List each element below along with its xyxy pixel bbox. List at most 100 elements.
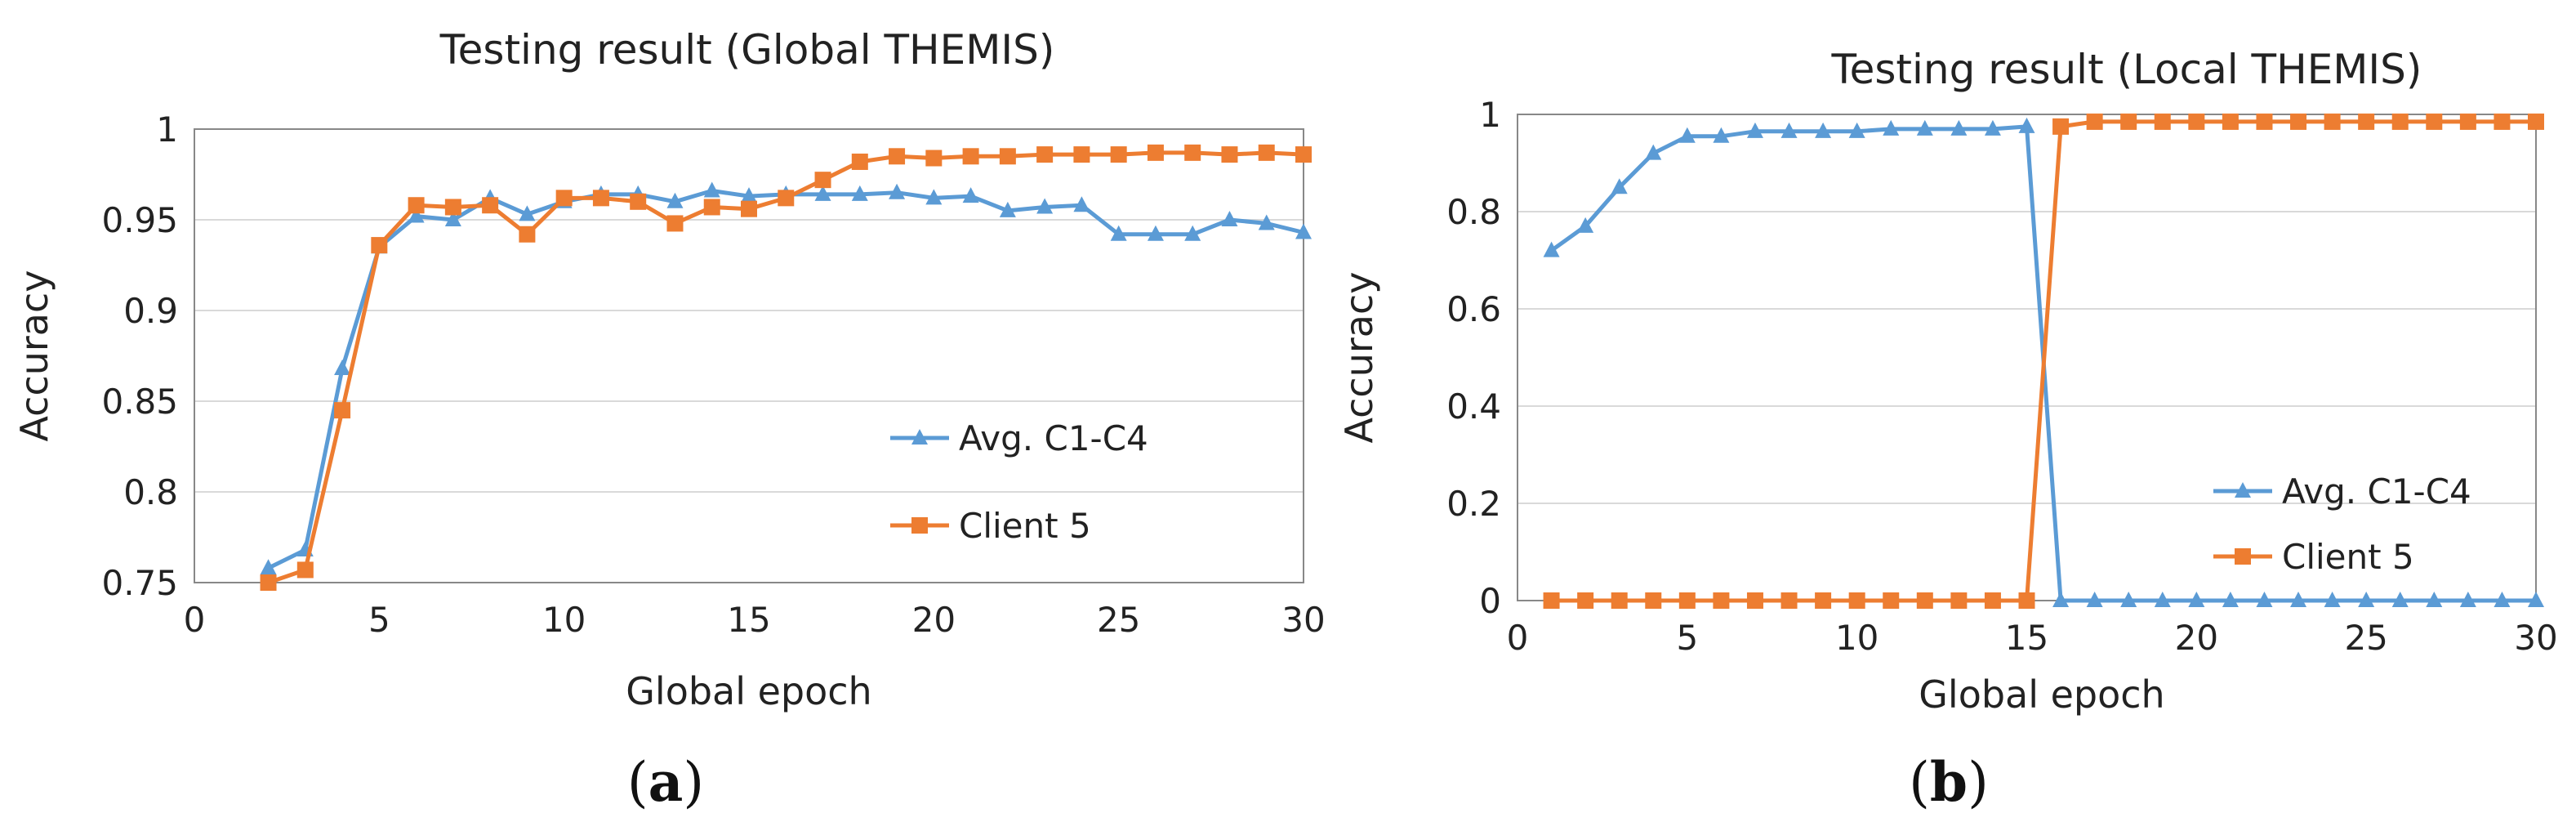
data-point xyxy=(1184,144,1201,161)
data-point xyxy=(1678,127,1696,143)
data-point xyxy=(2222,592,2239,607)
data-point xyxy=(1577,217,1594,233)
data-point xyxy=(1110,146,1127,163)
legend-marker xyxy=(2235,482,2251,498)
legend-label: Avg. C1-C4 xyxy=(2282,471,2471,512)
x-axis-label: Global epoch xyxy=(1919,672,2164,717)
chart-a: Testing result (Global THEMIS) 0.75 0.8 0.8… xyxy=(12,26,1326,814)
data-point xyxy=(703,181,720,198)
data-point xyxy=(1184,225,1201,241)
data-point xyxy=(1713,592,1730,609)
legend-marker xyxy=(911,517,928,534)
data-point xyxy=(1295,146,1312,163)
data-point xyxy=(889,183,906,199)
data-point xyxy=(2188,592,2205,607)
data-point xyxy=(2459,592,2476,607)
y-tick-label: 0.8 xyxy=(1446,192,1501,232)
data-point xyxy=(555,190,573,207)
legend-marker xyxy=(911,429,928,445)
data-point xyxy=(592,190,609,207)
data-point xyxy=(2154,113,2171,130)
data-point xyxy=(851,185,868,201)
data-point xyxy=(925,150,943,167)
data-point xyxy=(334,360,351,376)
data-point xyxy=(666,192,684,208)
data-point xyxy=(1848,592,1865,609)
x-tick-label: 15 xyxy=(727,600,770,640)
data-point xyxy=(2324,113,2341,130)
data-point xyxy=(2528,113,2544,130)
data-point xyxy=(1036,146,1054,163)
data-point xyxy=(2391,592,2409,607)
data-point xyxy=(1073,196,1090,212)
x-tick-label: 5 xyxy=(1676,618,1698,658)
data-point xyxy=(408,197,425,214)
data-point xyxy=(1295,223,1312,239)
x-axis-label: Global epoch xyxy=(626,669,871,713)
data-point xyxy=(962,187,979,203)
data-point xyxy=(371,237,388,254)
data-point xyxy=(2391,113,2409,130)
panel-caption: (a) xyxy=(627,750,704,814)
y-tick-label: 0.2 xyxy=(1446,484,1501,524)
data-point xyxy=(1713,127,1730,143)
x-tick-label: 30 xyxy=(1281,600,1325,640)
data-point xyxy=(778,190,795,207)
legend-label: Avg. C1-C4 xyxy=(959,418,1148,458)
data-point xyxy=(2018,592,2035,609)
legend-label: Client 5 xyxy=(2282,537,2414,577)
data-point xyxy=(2426,113,2443,130)
data-point xyxy=(2086,592,2103,607)
series-line xyxy=(267,189,1304,570)
data-point xyxy=(851,153,868,170)
data-point xyxy=(1645,144,1662,160)
legend: Avg. C1-C4 Client 5 xyxy=(890,418,1148,546)
data-point xyxy=(2290,113,2307,130)
data-point xyxy=(2494,592,2511,607)
data-point xyxy=(2494,113,2511,130)
series-client-5 xyxy=(260,144,1312,591)
data-point xyxy=(1950,119,1968,136)
data-point xyxy=(1258,214,1275,230)
data-point xyxy=(1543,592,1560,609)
data-point xyxy=(962,148,979,165)
data-point xyxy=(1678,592,1696,609)
data-point xyxy=(2086,113,2103,130)
chart-title: Testing result (Global THEMIS) xyxy=(439,26,1055,74)
data-point xyxy=(2222,113,2239,130)
data-point xyxy=(666,215,684,232)
y-tick-label: 0.9 xyxy=(123,291,178,331)
data-point xyxy=(1916,119,1933,136)
data-point xyxy=(1543,241,1560,257)
data-point xyxy=(1577,592,1594,609)
y-axis-label: Accuracy xyxy=(12,270,56,441)
data-point xyxy=(703,199,720,216)
data-point xyxy=(2052,118,2070,135)
data-point xyxy=(2120,113,2137,130)
data-point xyxy=(2018,117,2035,133)
data-point xyxy=(334,402,351,419)
data-point xyxy=(1258,144,1275,161)
data-point xyxy=(2290,592,2307,607)
panel-caption: (b) xyxy=(1909,750,1989,814)
x-tick-label: 0 xyxy=(1507,618,1529,658)
data-point xyxy=(2358,592,2375,607)
data-point xyxy=(1221,211,1238,226)
data-point xyxy=(2358,113,2375,130)
data-point xyxy=(2324,592,2341,607)
data-point xyxy=(741,187,757,203)
data-point xyxy=(814,172,831,189)
data-point xyxy=(1883,119,1900,136)
data-point xyxy=(408,207,425,223)
data-point xyxy=(519,226,536,243)
series-line xyxy=(1551,119,2536,603)
data-point xyxy=(1984,119,2001,136)
data-point xyxy=(2459,113,2476,130)
series-avg-c1-c4 xyxy=(260,181,1312,575)
data-point xyxy=(1780,592,1798,609)
data-point xyxy=(2256,113,2273,130)
data-point xyxy=(1815,122,1832,138)
y-tick-label: 1 xyxy=(1479,95,1501,135)
x-tick-label: 25 xyxy=(1097,600,1140,640)
